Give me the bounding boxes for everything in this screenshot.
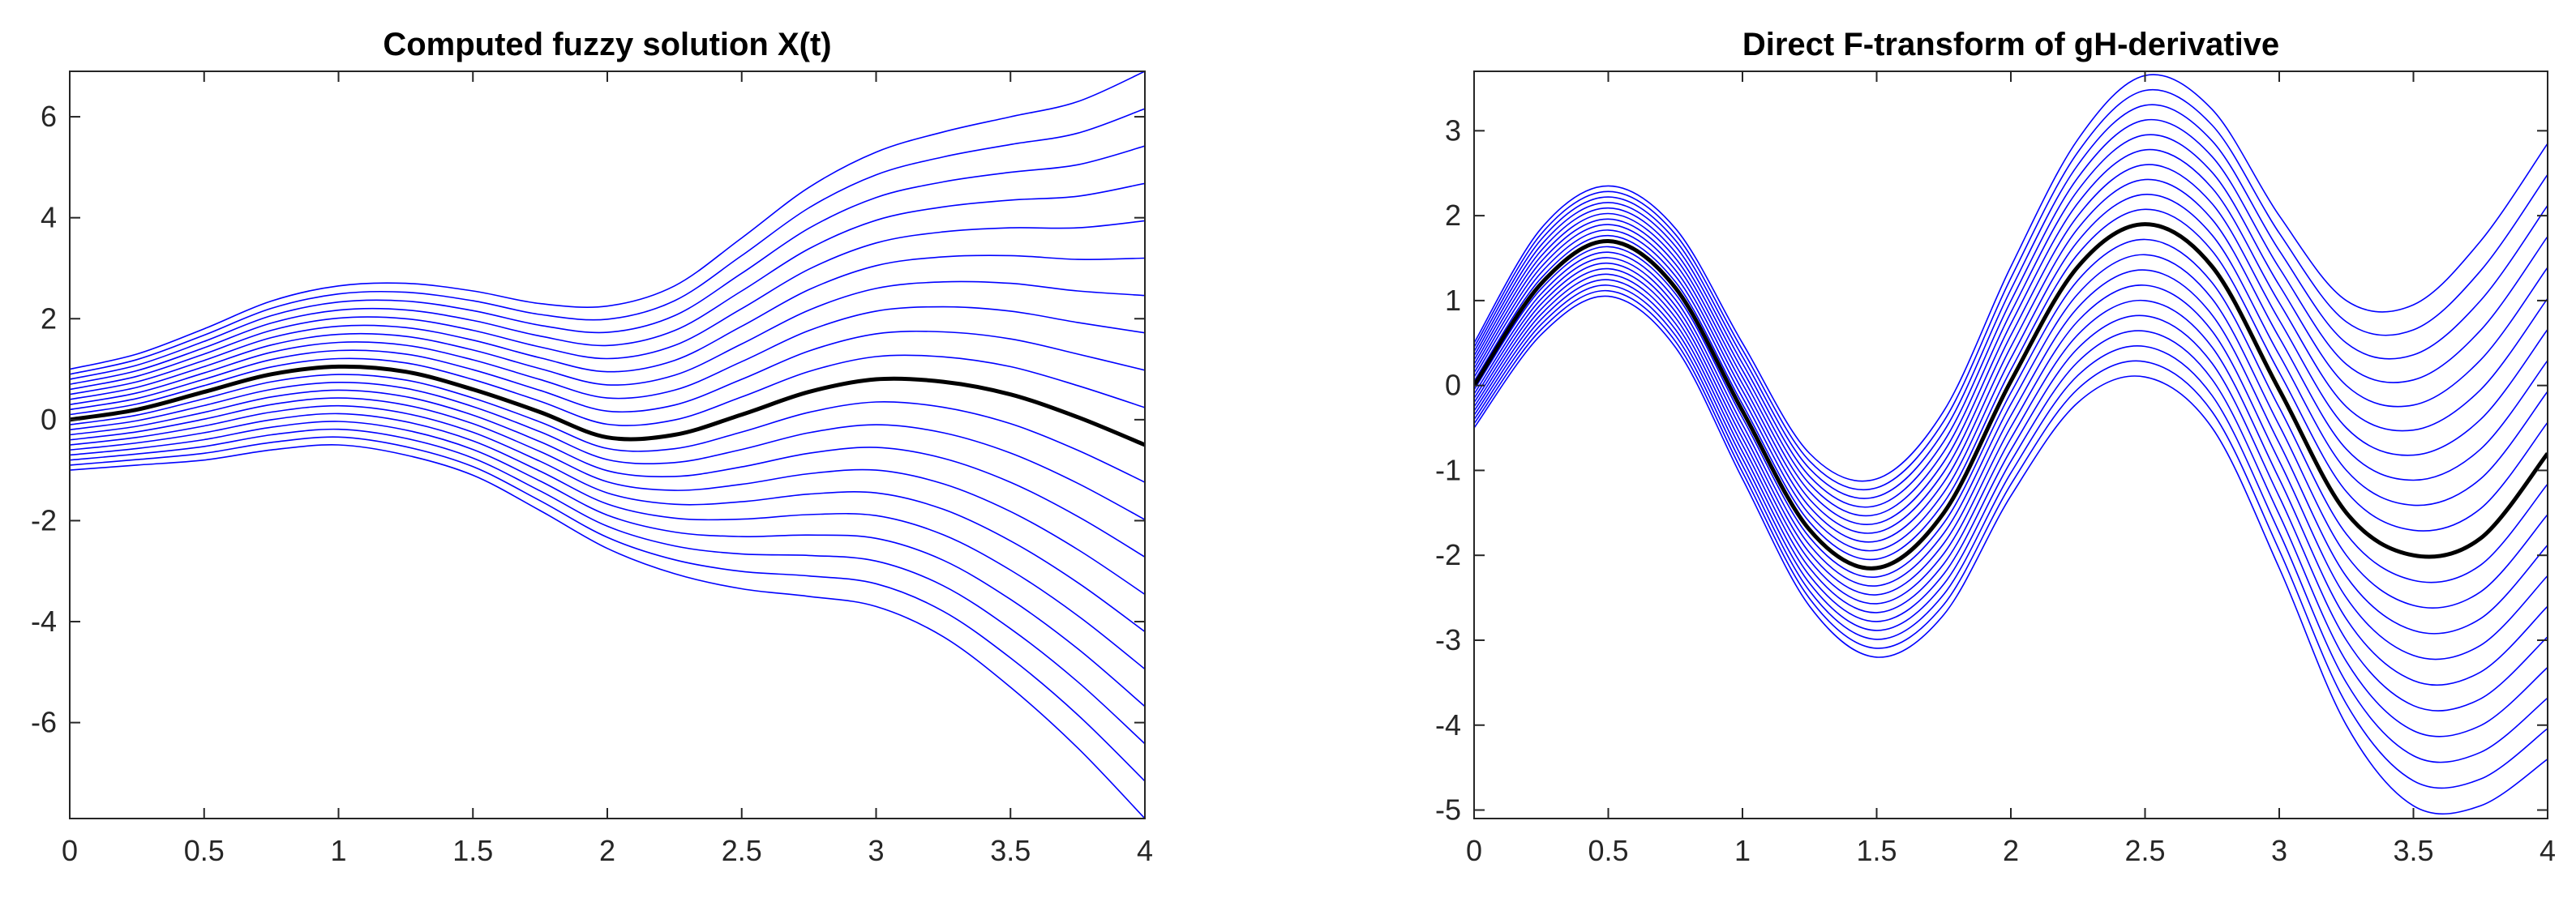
chart-left-xtick-label: 0.5 xyxy=(184,834,225,867)
chart-right-ytick-label: -3 xyxy=(1435,623,1461,656)
chart-left-ytick-label: -2 xyxy=(31,503,57,536)
chart-right-ytick-label: -5 xyxy=(1435,793,1461,827)
chart-right-xtick-label: 0 xyxy=(1466,834,1482,867)
chart-left-ytick-label: -6 xyxy=(31,706,57,739)
chart-right-xtick-label: 0.5 xyxy=(1588,834,1628,867)
chart-right-alpha-cut-lower-3 xyxy=(1474,279,2548,737)
chart-right-xtick-label: 3 xyxy=(2271,834,2287,867)
chart-right-ytick-label: 2 xyxy=(1445,199,1461,232)
chart-left-alpha-cut-lower-1 xyxy=(70,436,1145,782)
chart-right-alpha-cut-upper-2 xyxy=(1474,104,2548,499)
chart-left-alpha-cut-lower-3 xyxy=(70,421,1145,707)
chart-left-alpha-cut-upper-1 xyxy=(70,108,1145,375)
chart-left-ytick-label: 2 xyxy=(41,301,57,335)
chart-right-alpha-cut-lower-1 xyxy=(1474,289,2548,789)
chart-right-alpha-cut-upper-9 xyxy=(1474,208,2548,561)
chart-left-alpha-cut-lower-2 xyxy=(70,428,1145,745)
chart-left-alpha-cut-lower-7 xyxy=(70,389,1145,558)
chart-right-xtick-label: 2 xyxy=(2003,834,2019,867)
chart-right-alpha-cut-upper-8 xyxy=(1474,194,2548,552)
chart-left-alpha-cut-upper-5 xyxy=(70,254,1145,395)
chart-right-xtick-label: 1.5 xyxy=(1856,834,1897,867)
chart-left-ytick-label: 6 xyxy=(41,100,57,133)
chart-right-alpha-cut-lower-6 xyxy=(1474,262,2548,660)
chart-left-alpha-cut-lower-5 xyxy=(70,404,1145,633)
chart-right-alpha-cut-upper-3 xyxy=(1474,118,2548,508)
chart-left-xtick-label: 3.5 xyxy=(990,834,1031,867)
chart-left-xtick-label: 2 xyxy=(599,834,615,867)
chart-left-alpha-cut-lower-8 xyxy=(70,381,1145,520)
chart-right-alpha-cut-upper-6 xyxy=(1474,164,2548,534)
chart-right-ytick-label: -2 xyxy=(1435,538,1461,571)
chart-right-xtick-label: 1 xyxy=(1734,834,1751,867)
chart-left-alpha-cut-upper-0 xyxy=(70,71,1145,370)
chart-right-alpha-cut-upper-4 xyxy=(1474,134,2548,517)
chart-right-xtick-label: 3.5 xyxy=(2393,834,2433,867)
chart-right-xtick-label: 4 xyxy=(2540,834,2556,867)
chart-right-xtick-label: 2.5 xyxy=(2124,834,2165,867)
chart-left-ytick-label: 4 xyxy=(41,201,57,234)
chart-right-alpha-cut-lower-4 xyxy=(1474,273,2548,712)
chart-right-title: Direct F-transform of gH-derivative xyxy=(1742,27,2279,62)
chart-right-alpha-cut-upper-0 xyxy=(1474,74,2548,482)
chart-left-alpha-cut-lower-0 xyxy=(70,444,1145,819)
chart-right-ytick-label: 3 xyxy=(1445,113,1461,147)
chart-right-alpha-cut-upper-1 xyxy=(1474,88,2548,491)
chart-left-alpha-cut-upper-7 xyxy=(70,306,1145,405)
chart-left-ytick-label: -4 xyxy=(31,605,57,638)
chart-left-title: Computed fuzzy solution X(t) xyxy=(383,27,831,62)
chart-right-ticks: 0 0.5 1 1.5 2 2.5 3 3.5 4 -5 -4 -3 -2 -1 0 1 2 3 xyxy=(1435,71,2556,867)
chart-right-alpha-cut-lower-2 xyxy=(1474,284,2548,763)
chart-left-alpha-cut-upper-9 xyxy=(70,354,1145,426)
chart-right-ytick-label: 0 xyxy=(1445,369,1461,402)
chart-left: Computed fuzzy solution X(t) 0 0.5 1 1.5 2 2.… xyxy=(31,27,1153,867)
chart-left-xtick-label: 1.5 xyxy=(452,834,493,867)
chart-left-alpha-cut-lower-9 xyxy=(70,374,1145,483)
chart-right-plot-area xyxy=(1474,74,2548,815)
chart-left-alpha-cut-lower-6 xyxy=(70,397,1145,596)
chart-left-xtick-label: 0 xyxy=(62,834,78,867)
chart-right-ytick-label: -4 xyxy=(1435,708,1461,742)
chart-right-alpha-cut-upper-5 xyxy=(1474,148,2548,525)
chart-left-alpha-cut-lower-4 xyxy=(70,413,1145,670)
chart-right-alpha-cut-lower-0 xyxy=(1474,295,2548,815)
chart-right: Direct F-transform of gH-derivative 0 0.5… xyxy=(1435,27,2556,867)
chart-right-alpha-cut-upper-7 xyxy=(1474,178,2548,543)
chart-right-ytick-label: 1 xyxy=(1445,284,1461,317)
chart-left-plot-area xyxy=(70,71,1145,819)
chart-right-alpha-cut-lower-5 xyxy=(1474,267,2548,686)
chart-left-xtick-label: 2.5 xyxy=(722,834,762,867)
chart-right-ytick-label: -1 xyxy=(1435,453,1461,486)
chart-left-alpha-cut-upper-4 xyxy=(70,220,1145,391)
chart-left-alpha-cut-upper-2 xyxy=(70,145,1145,380)
chart-left-alpha-cut-upper-8 xyxy=(70,330,1145,413)
chart-right-alpha-cut-lower-7 xyxy=(1474,257,2548,635)
chart-left-alpha-cut-upper-3 xyxy=(70,182,1145,385)
chart-left-center-line xyxy=(70,364,1145,447)
chart-left-xtick-label: 3 xyxy=(868,834,884,867)
chart-right-center-line xyxy=(1474,222,2548,571)
chart-right-alpha-cut-lower-8 xyxy=(1474,251,2548,609)
chart-left-ytick-label: 0 xyxy=(41,403,57,436)
chart-left-xtick-label: 1 xyxy=(330,834,346,867)
chart-right-alpha-cut-lower-9 xyxy=(1474,238,2548,584)
chart-left-alpha-cut-upper-6 xyxy=(70,280,1145,400)
chart-left-ticks: 0 0.5 1 1.5 2 2.5 3 3.5 4 -6 -4 -2 0 2 4 6 xyxy=(31,71,1153,867)
chart-left-xtick-label: 4 xyxy=(1137,834,1153,867)
